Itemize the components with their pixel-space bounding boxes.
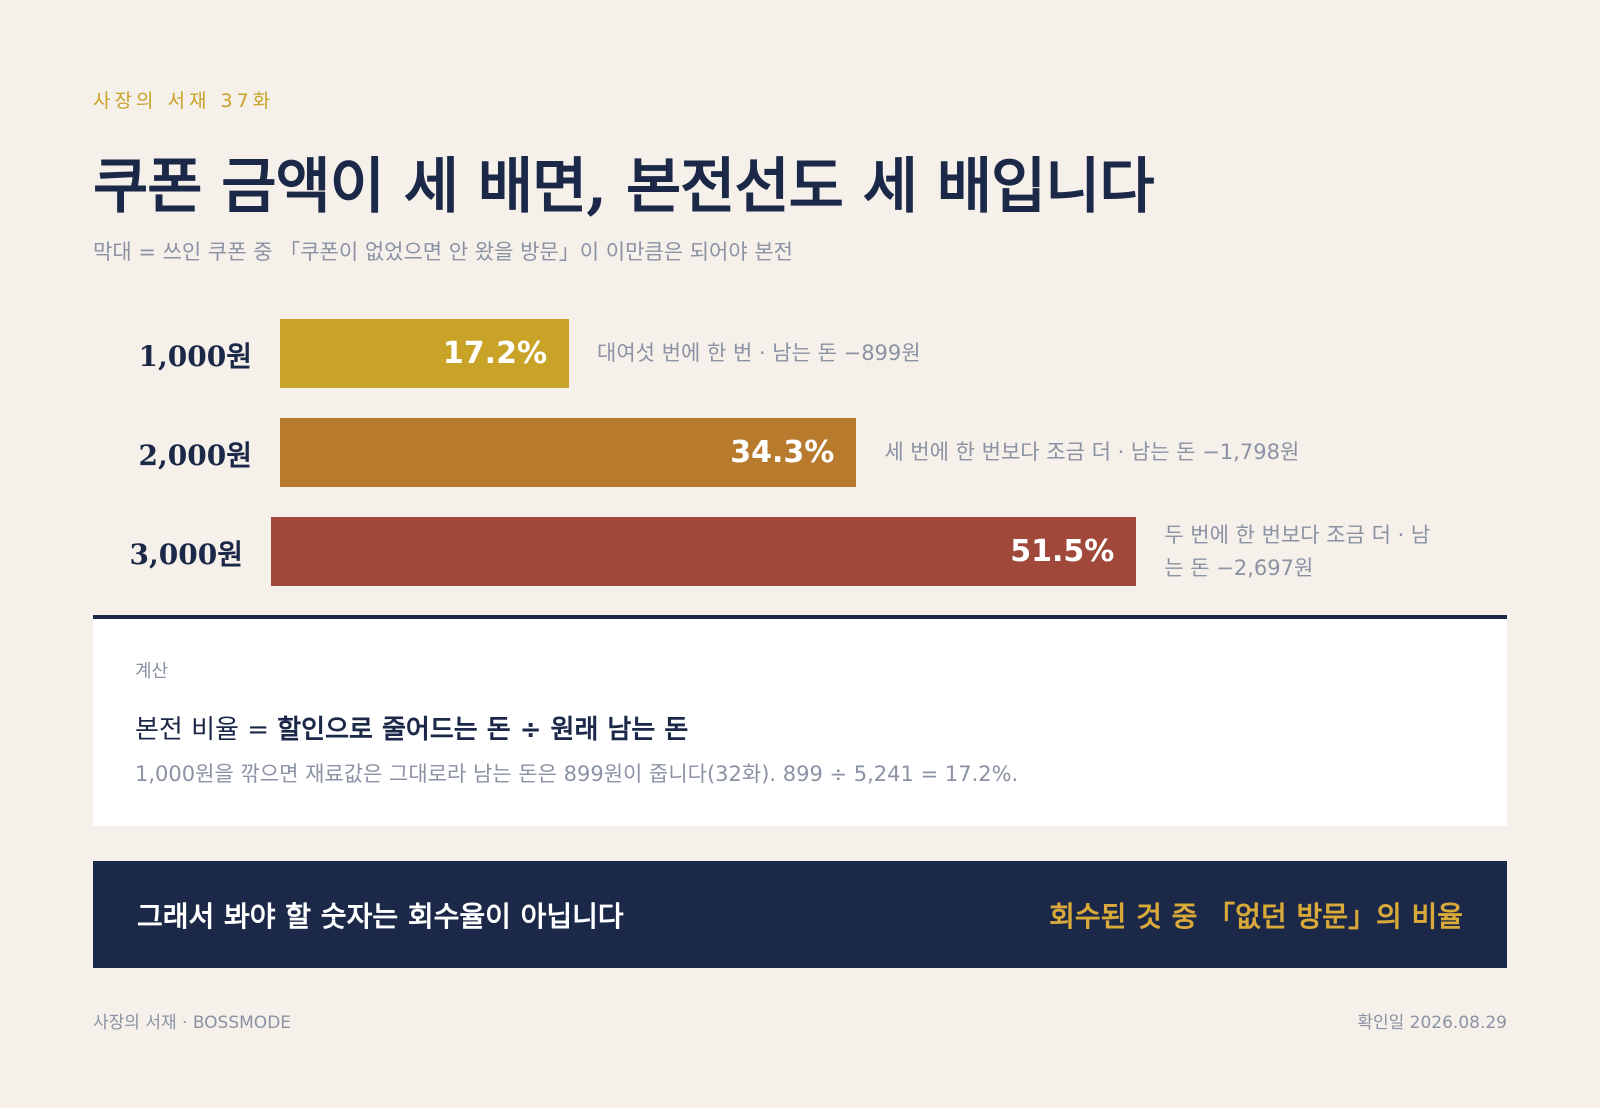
banner-left-text: 그래서 봐야 할 숫자는 회수율이 아닙니다 bbox=[137, 899, 624, 933]
calc-label: 계산 bbox=[135, 661, 169, 682]
footer-brand: 사장의 서재 · BOSSMODE bbox=[93, 1013, 292, 1033]
bar: 34.3% bbox=[280, 418, 857, 487]
section-divider bbox=[93, 615, 1507, 619]
bar-note: 대여섯 번에 한 번 · 남는 돈 −899원 bbox=[597, 341, 921, 365]
calc-formula: 본전 비율 = 할인으로 줄어드는 돈 ÷ 원래 남는 돈 bbox=[135, 709, 1465, 746]
footer-date: 확인일 2026.08.29 bbox=[1357, 1013, 1507, 1033]
calc-formula-prefix: 본전 비율 = bbox=[135, 715, 278, 745]
episode-label: 사장의 서재 37화 bbox=[93, 90, 275, 112]
calc-formula-bold: 할인으로 줄어드는 돈 ÷ 원래 남는 돈 bbox=[277, 715, 689, 745]
bar-value-label: 17.2% bbox=[442, 336, 547, 371]
bar-chart: 1,000원 17.2% 대여섯 번에 한 번 · 남는 돈 −899원 2,000원… bbox=[129, 319, 1431, 586]
bar-note: 세 번에 한 번보다 조금 더 · 남는 돈 −1,798원 bbox=[884, 440, 1300, 464]
bar-category-label: 3,000원 bbox=[129, 538, 243, 571]
bar-value-label: 51.5% bbox=[1010, 534, 1115, 569]
chart-subtitle: 막대 = 쓰인 쿠폰 중 「쿠폰이 없었으면 안 왔을 방문」이 이만큼은 되어… bbox=[93, 240, 793, 264]
bar-note: 두 번에 한 번보다 조금 더 · 남는 돈 −2,697원 bbox=[1164, 522, 1431, 580]
calculation-box: 계산 본전 비율 = 할인으로 줄어드는 돈 ÷ 원래 남는 돈 1,000원을… bbox=[93, 619, 1507, 826]
calc-note: 1,000원을 깎으면 재료값은 그대로라 남는 돈은 899원이 줍니다(32… bbox=[135, 762, 1019, 786]
page-title: 쿠폰 금액이 세 배면, 본전선도 세 배입니다 bbox=[93, 152, 1155, 222]
banner-right-text: 회수된 것 중 「없던 방문」의 비율 bbox=[1049, 899, 1463, 933]
bar: 17.2% bbox=[280, 319, 569, 388]
conclusion-banner: 그래서 봐야 할 숫자는 회수율이 아닙니다 회수된 것 중 「없던 방문」의 … bbox=[93, 861, 1507, 968]
bar-category-label: 2,000원 bbox=[138, 439, 252, 472]
bar-value-label: 34.3% bbox=[730, 435, 835, 470]
bar-category-label: 1,000원 bbox=[138, 340, 252, 373]
bar: 51.5% bbox=[271, 517, 1137, 586]
